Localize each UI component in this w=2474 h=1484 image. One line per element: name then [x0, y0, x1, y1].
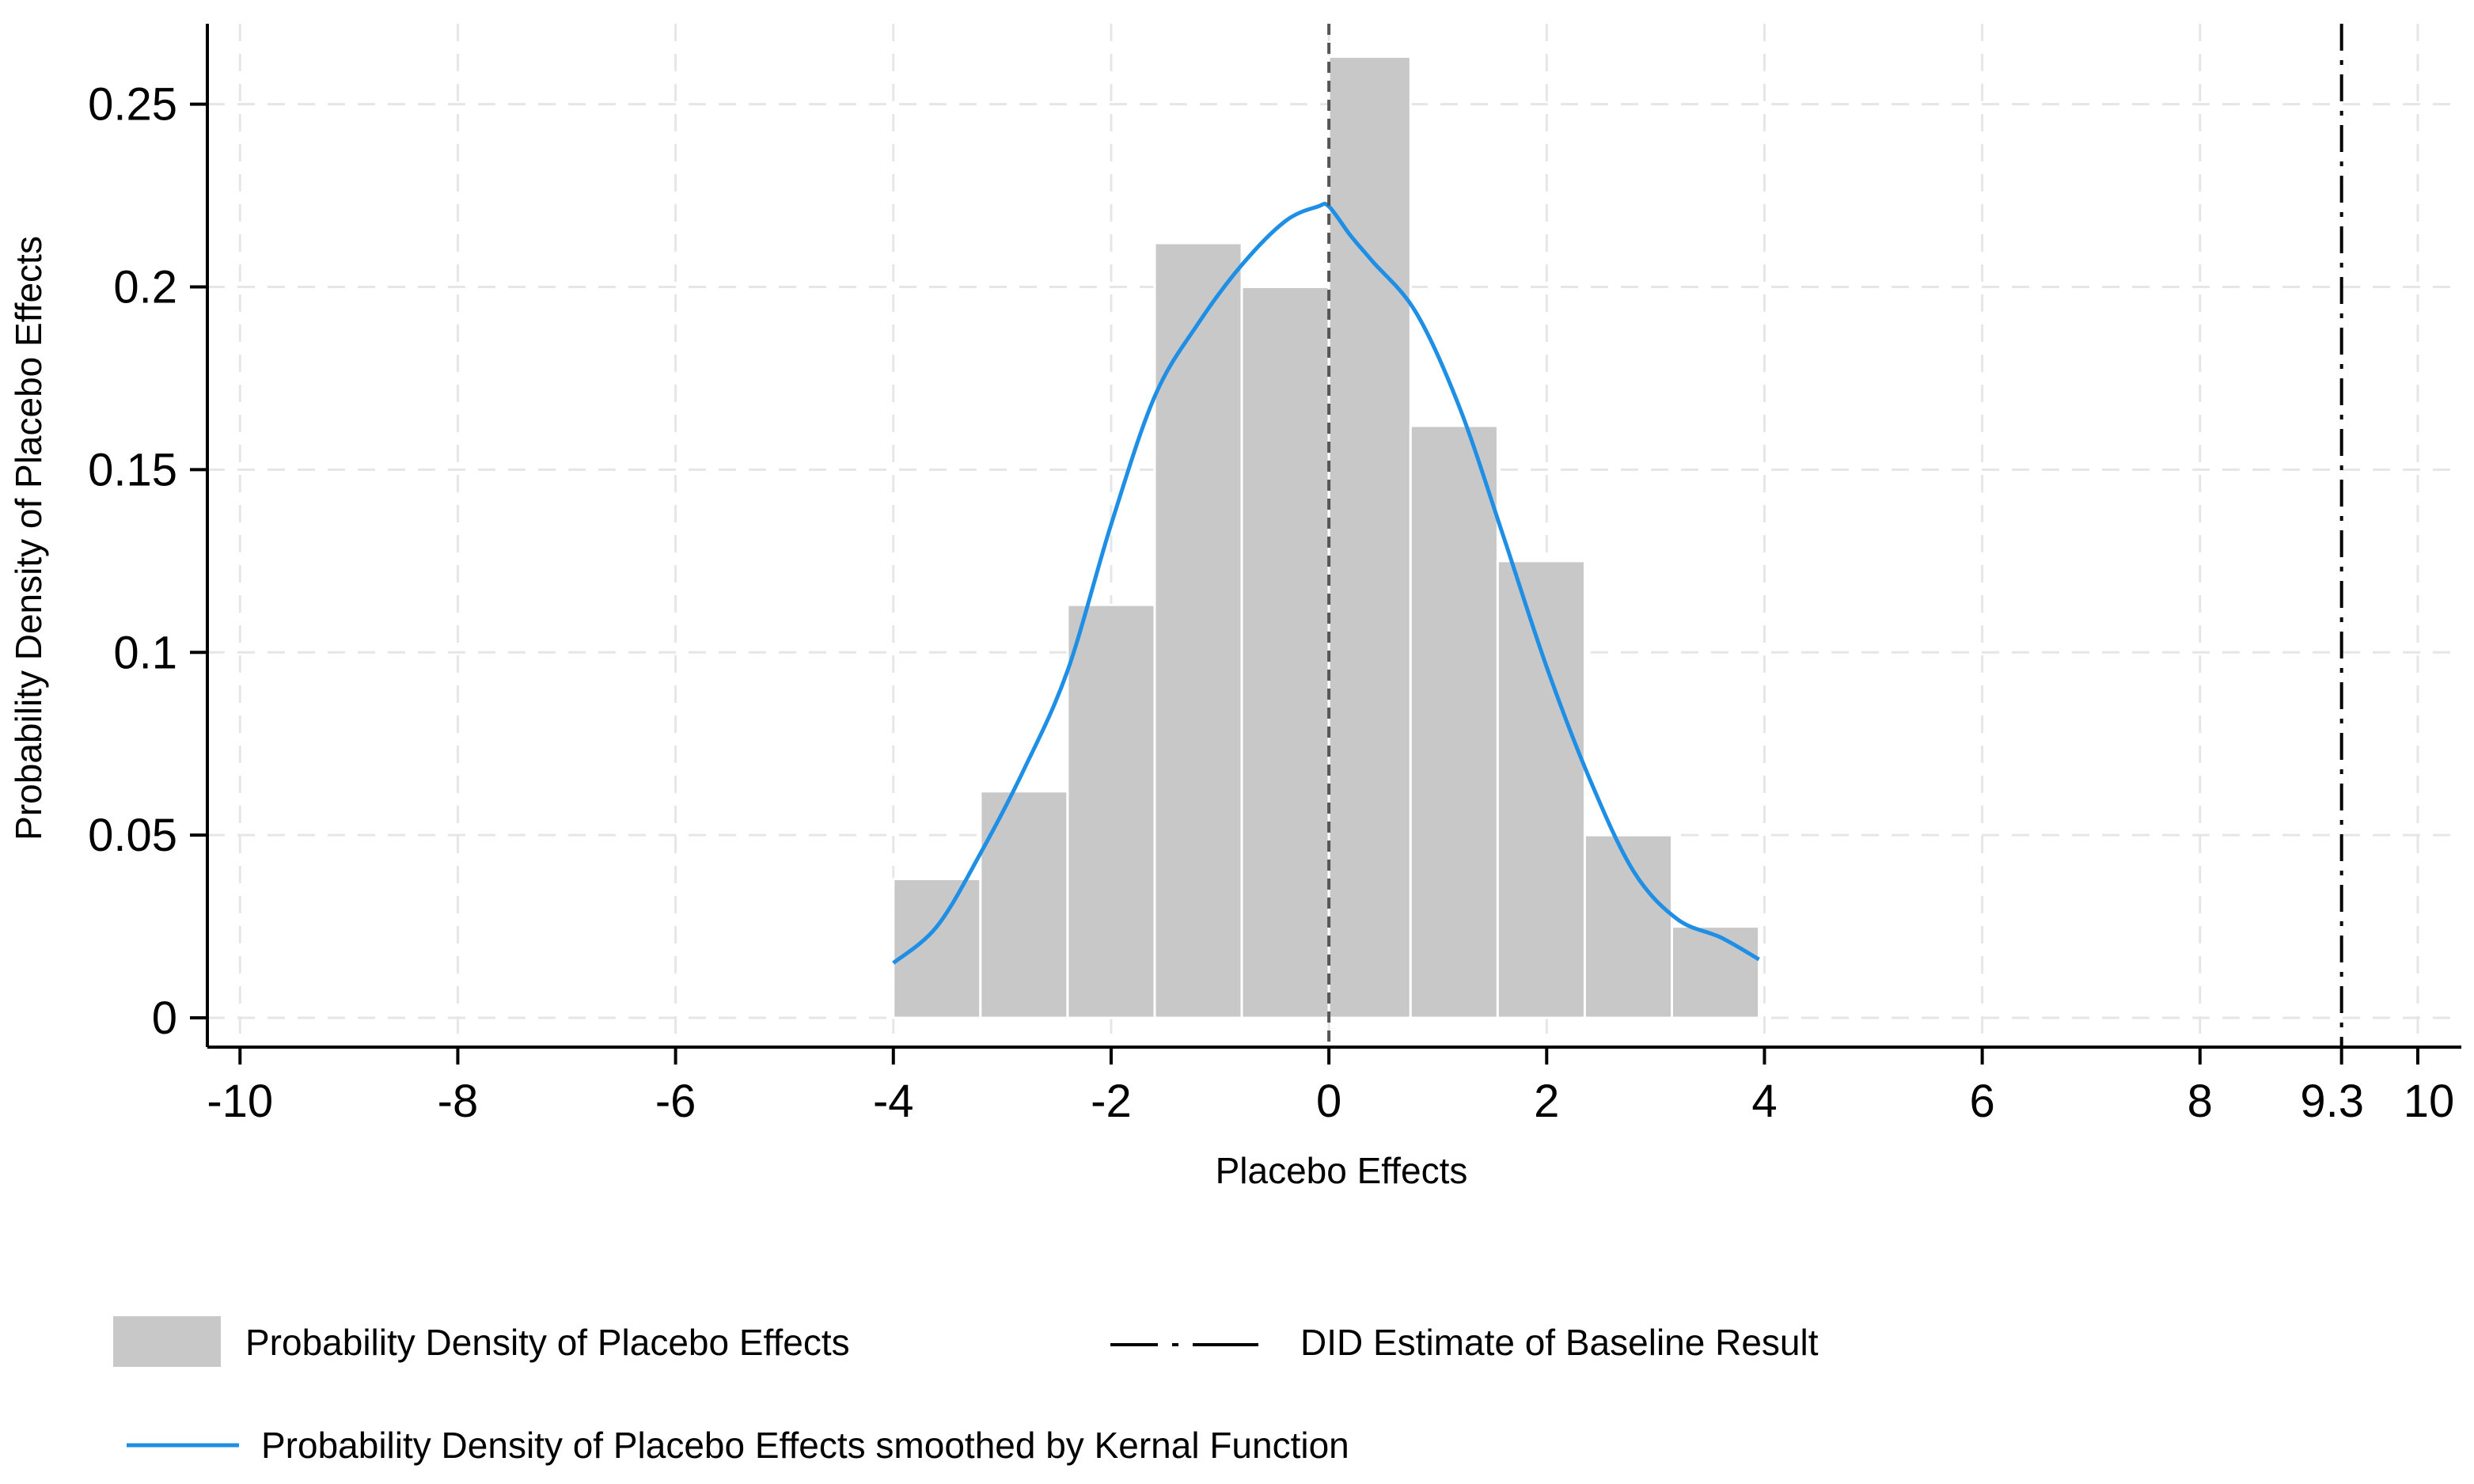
x-tick-label-8: 6 — [1969, 1076, 1994, 1127]
x-tick-label-7: 4 — [1751, 1076, 1777, 1127]
histogram-bar-4 — [1240, 285, 1330, 1019]
x-tick-label-2: -6 — [655, 1076, 696, 1127]
histogram-bar-5 — [1327, 55, 1412, 1019]
histogram-bar-7 — [1496, 560, 1586, 1019]
x-tick-label-11: 10 — [2404, 1076, 2455, 1127]
x-tick-label-3: -4 — [873, 1076, 914, 1127]
y-axis-title: Probability Density of Placebo Effects — [8, 236, 49, 841]
histogram-bar-2 — [1066, 603, 1156, 1019]
legend-label-did: DID Estimate of Baseline Result — [1300, 1322, 1819, 1363]
legend-label-histogram: Probability Density of Placebo Effects — [245, 1322, 850, 1363]
y-ticks: 0 0.05 0.1 0.15 0.2 0.25 — [88, 79, 207, 1044]
histogram-bar-3 — [1153, 241, 1243, 1019]
histogram-bar-9 — [1671, 925, 1761, 1019]
kde-curve — [892, 201, 1760, 965]
x-tick-label-6: 2 — [1534, 1076, 1559, 1127]
y-tick-label-1: 0.05 — [88, 810, 177, 861]
x-tick-label-10: 9.3 — [2300, 1076, 2364, 1127]
histogram-bar-6 — [1409, 424, 1499, 1019]
legend: Probability Density of Placebo Effects D… — [113, 1316, 1819, 1466]
x-tick-label-4: -2 — [1091, 1076, 1132, 1127]
x-axis-title: Placebo Effects — [1216, 1150, 1468, 1191]
x-ticks: -10 -8 -6 -4 -2 0 2 4 6 8 9.3 10 — [207, 1047, 2454, 1127]
legend-label-kde: Probability Density of Placebo Effects s… — [261, 1425, 1349, 1466]
y-tick-label-2: 0.1 — [113, 627, 177, 678]
y-tick-label-5: 0.25 — [88, 79, 177, 131]
kde-curve-group — [892, 201, 1760, 965]
x-tick-label-5: 0 — [1316, 1076, 1341, 1127]
y-tick-label-0: 0 — [152, 992, 177, 1044]
x-tick-label-9: 8 — [2188, 1076, 2213, 1127]
y-tick-label-4: 0.2 — [113, 261, 177, 313]
reference-lines — [1327, 24, 2343, 1047]
axes — [206, 24, 2461, 1049]
histogram-bar-0 — [892, 878, 982, 1019]
legend-swatch-histogram — [113, 1316, 221, 1367]
histogram-bars — [892, 55, 1761, 1019]
x-tick-label-1: -8 — [438, 1076, 479, 1127]
x-tick-label-0: -10 — [207, 1076, 273, 1127]
y-tick-label-3: 0.15 — [88, 444, 177, 495]
